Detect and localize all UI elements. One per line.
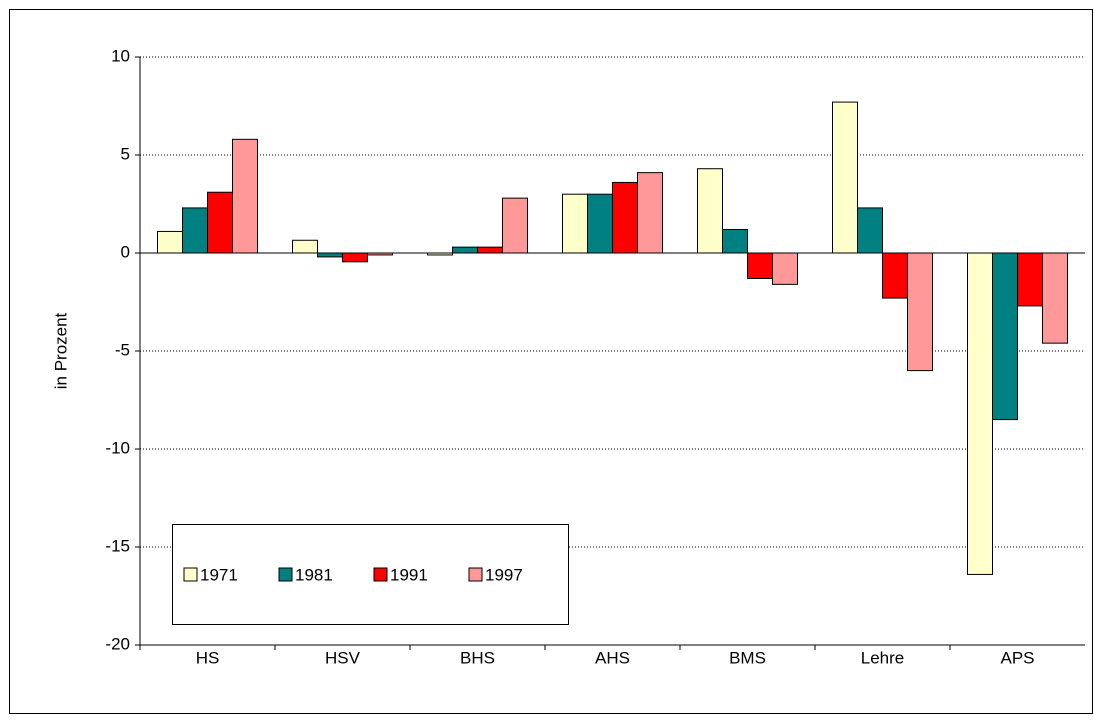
y-tick-label: -10 [105,438,130,457]
bar [182,207,208,254]
y-tick-label: 10 [111,46,130,65]
bar [967,252,993,575]
legend-label: 1971 [200,565,238,584]
bar [772,252,798,285]
bar [747,252,773,279]
bar [452,246,478,254]
x-tick-label: Lehre [861,648,904,667]
bar [317,252,343,258]
bar [722,228,748,254]
legend-label: 1997 [485,565,523,584]
legend-label: 1981 [295,565,333,584]
y-tick-label: -15 [105,536,130,555]
y-axis-label: in Prozent [51,312,70,389]
x-tick-label: BMS [729,648,766,667]
bar [587,193,613,254]
x-tick-label: AHS [595,648,630,667]
bar [857,207,883,254]
legend-box [172,524,569,625]
y-tick-label: -20 [105,634,130,653]
bar [697,168,723,254]
bar [1042,252,1068,344]
bar [562,193,588,254]
bar [612,181,638,254]
x-tick-label: HS [196,648,220,667]
legend-swatch [373,567,388,582]
bar [992,252,1018,421]
bar [477,246,503,254]
legend-swatch [183,567,198,582]
y-tick-label: 5 [121,144,130,163]
bar [232,138,258,254]
bar [292,239,318,254]
bar [342,252,368,263]
legend-label: 1991 [390,565,428,584]
bar [637,172,663,254]
bar [157,230,183,254]
bar [907,252,933,372]
bar [1017,252,1043,307]
x-tick-label: HSV [325,648,361,667]
bar [832,101,858,254]
x-tick-label: BHS [460,648,495,667]
legend-swatch [278,567,293,582]
x-tick-label: APS [1000,648,1034,667]
y-tick-label: -5 [115,340,130,359]
bar [207,191,233,254]
bar [502,197,528,254]
bar [882,252,908,299]
y-tick-label: 0 [121,242,130,261]
legend-swatch [468,567,483,582]
